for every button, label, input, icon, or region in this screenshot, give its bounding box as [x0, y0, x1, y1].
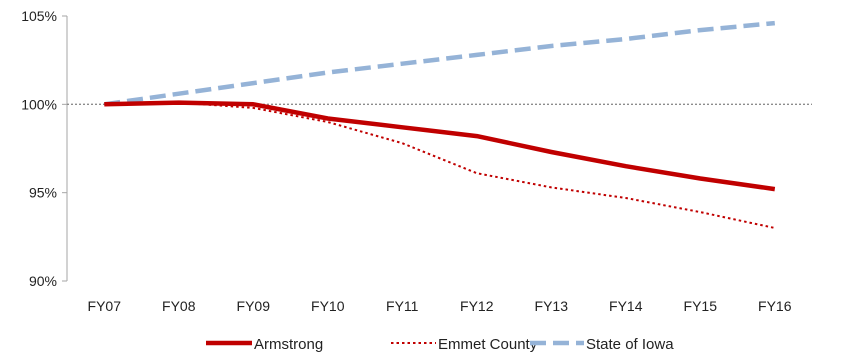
series-line-armstrong — [104, 100, 776, 192]
x-tick-label: FY16 — [758, 298, 792, 314]
series-layer — [103, 20, 776, 229]
x-tick-label: FY13 — [535, 298, 569, 314]
x-tick-label: FY09 — [237, 298, 271, 314]
legend-label-armstrong: Armstrong — [254, 336, 323, 353]
x-tick-label: FY11 — [386, 298, 419, 314]
series-line-state-of-iowa — [103, 20, 776, 107]
x-tick-label: FY10 — [311, 298, 345, 314]
y-tick-label: 100% — [21, 96, 57, 112]
x-tick-label: FY08 — [162, 298, 196, 314]
legend: Armstrong Emmet County State of Iowa — [206, 336, 674, 353]
x-tick-label: FY15 — [684, 298, 718, 314]
series-line-emmet-county — [104, 101, 776, 229]
legend-label-emmet-county: Emmet County — [438, 336, 538, 353]
y-tick-label: 105% — [21, 8, 57, 24]
x-tick-label: FY07 — [88, 298, 122, 314]
axes: 90% 95% 100% 105% FY07 FY08 FY09 FY10 FY11 FY12 FY… — [21, 8, 812, 314]
y-tick-label: 95% — [29, 185, 57, 201]
x-tick-label: FY12 — [460, 298, 494, 314]
x-tick-label: FY14 — [609, 298, 643, 314]
y-tick-label: 90% — [29, 273, 57, 289]
legend-label-state-of-iowa: State of Iowa — [586, 336, 674, 353]
